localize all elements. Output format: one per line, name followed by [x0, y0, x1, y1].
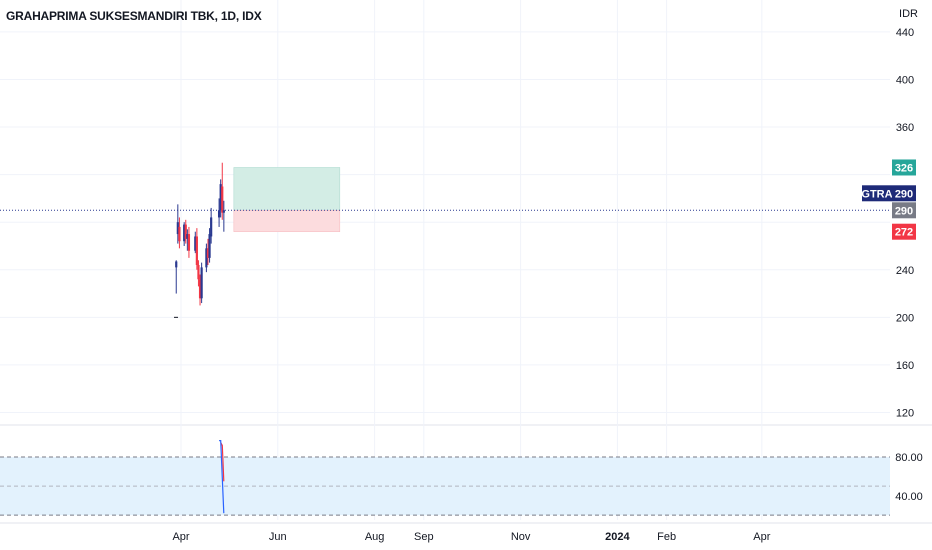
- candle-body: [205, 248, 208, 268]
- candle-body: [222, 210, 225, 213]
- candle-body: [206, 248, 210, 258]
- ticker-badge-label: GTRA: [861, 188, 892, 200]
- x-tick-label: Jun: [269, 531, 287, 543]
- candle-body: [217, 210, 221, 218]
- current-price-badge-bg: [892, 185, 916, 202]
- entry-price-badge-label: 290: [895, 205, 913, 217]
- candle-body: [200, 267, 203, 299]
- x-tick-label: Apr: [753, 531, 770, 543]
- entry-price-badge: 290: [892, 202, 916, 219]
- target-price-badge-bg: [892, 159, 916, 176]
- stop-price-badge-label: 272: [895, 227, 913, 239]
- candle-body: [219, 184, 222, 211]
- stop-zone[interactable]: [233, 210, 341, 232]
- stop-price-badge-bg: [892, 223, 916, 240]
- y-tick-label: 440: [896, 27, 914, 39]
- oscillator-series-line: [219, 440, 225, 514]
- candle-body: [187, 234, 191, 251]
- candle-body: [208, 234, 211, 258]
- y-tick-label: 360: [896, 122, 914, 134]
- currency-label: IDR: [899, 8, 918, 20]
- y-tick-label: 200: [896, 312, 914, 324]
- y-tick-label: 160: [896, 360, 914, 372]
- x-tick-label: Feb: [657, 531, 676, 543]
- x-tick-label: Sep: [414, 531, 434, 543]
- candle-body: [184, 224, 187, 239]
- candle-body: [198, 279, 202, 299]
- x-tick-label: 2024: [605, 531, 630, 543]
- target-zone[interactable]: [233, 167, 341, 211]
- chart-title: GRAHAPRIMA SUKSESMANDIRI TBK, 1D, IDX: [6, 9, 262, 23]
- y-tick-label: 400: [896, 74, 914, 86]
- candle-body: [175, 261, 178, 268]
- candle-body: [221, 186, 224, 213]
- ticker-badge-bg: [862, 185, 892, 202]
- candle-body: [210, 217, 213, 237]
- current-price-badge-label: 290: [895, 188, 913, 200]
- x-tick-label: Aug: [365, 531, 385, 543]
- oscillator-tick-label: 80.00: [895, 452, 923, 464]
- entry-price-badge-bg: [892, 202, 916, 219]
- x-tick-label: Nov: [511, 531, 531, 543]
- oscillator-tick-label: 40.00: [895, 491, 923, 503]
- x-tick-label: Apr: [172, 531, 189, 543]
- target-price-badge-label: 326: [895, 162, 913, 174]
- y-tick-label: 120: [896, 407, 914, 419]
- stop-price-badge: 272: [892, 223, 916, 240]
- ticker-price-badge: GTRA 290: [861, 185, 916, 202]
- candle-body: [178, 226, 181, 242]
- y-tick-label: 240: [896, 265, 914, 277]
- candle-body: [195, 236, 198, 266]
- candle-body: [186, 234, 189, 239]
- target-price-badge: 326: [892, 159, 916, 176]
- candle-body: [183, 224, 186, 242]
- candle-body: [176, 222, 179, 235]
- candle-body: [197, 265, 200, 280]
- candle-body: [194, 236, 197, 251]
